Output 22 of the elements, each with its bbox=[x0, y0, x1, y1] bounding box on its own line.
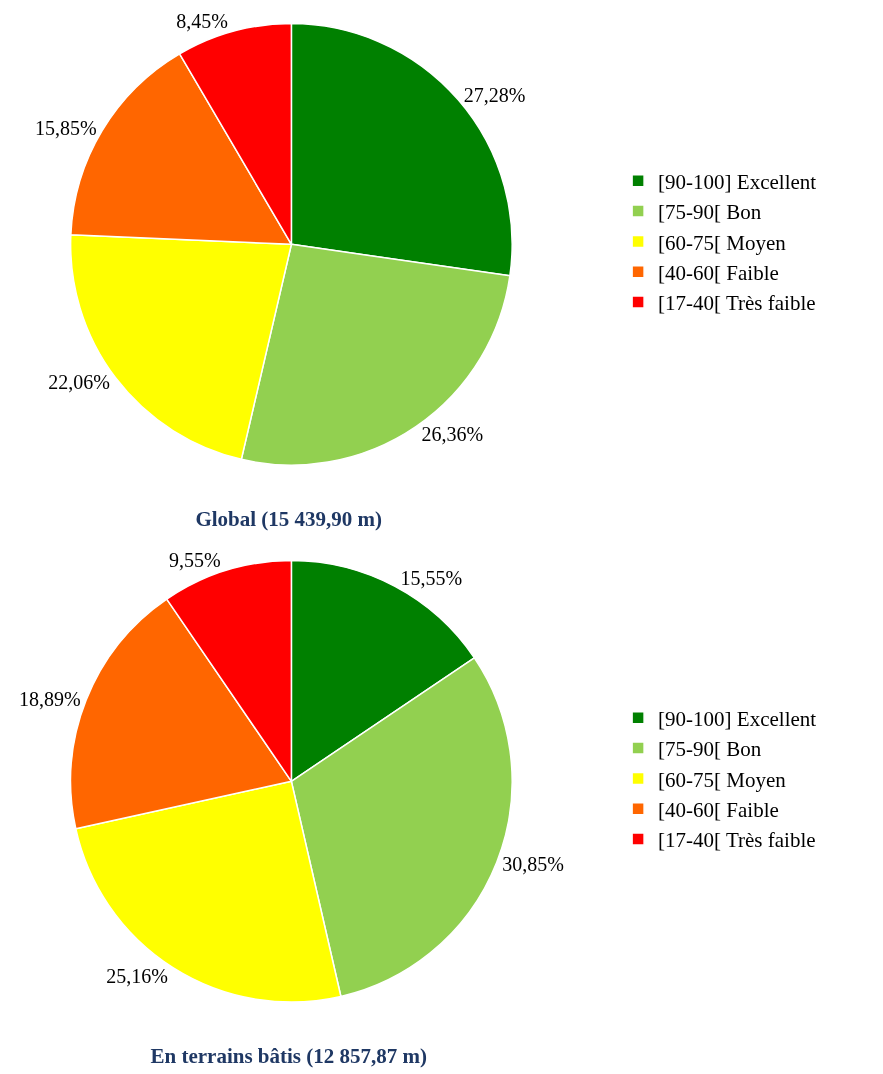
legend-label: [60-75[ Moyen bbox=[658, 230, 787, 255]
legend-label: [75-90[ Bon bbox=[658, 200, 762, 225]
data-label: 22,06% bbox=[48, 370, 111, 393]
data-label: 15,85% bbox=[35, 116, 97, 139]
data-label: 30,85% bbox=[502, 852, 564, 875]
text: En terrains bâtis (12 857,87 m) bbox=[150, 1044, 427, 1069]
legend-label: [90-100] Excellent bbox=[658, 169, 817, 194]
data-label: 9,55% bbox=[168, 549, 221, 572]
legend-label: [17-40[ Très faible bbox=[658, 291, 816, 316]
text: Global (15 439,90 m) bbox=[195, 507, 383, 532]
legend-label: [40-60[ Faible bbox=[658, 260, 779, 285]
data-label: 26,36% bbox=[421, 423, 484, 446]
legend-label: [75-90[ Bon bbox=[658, 737, 762, 762]
data-label: 18,89% bbox=[19, 687, 81, 710]
legend-label: [17-40[ Très faible bbox=[658, 828, 816, 853]
legend-label: [60-75[ Moyen bbox=[658, 767, 787, 792]
data-label: 15,55% bbox=[400, 566, 463, 589]
data-label: 25,16% bbox=[106, 964, 168, 987]
data-label: 8,45% bbox=[176, 10, 228, 33]
legend-label: [90-100] Excellent bbox=[658, 706, 817, 731]
data-label: 27,28% bbox=[463, 84, 526, 107]
legend-label: [40-60[ Faible bbox=[658, 797, 779, 822]
